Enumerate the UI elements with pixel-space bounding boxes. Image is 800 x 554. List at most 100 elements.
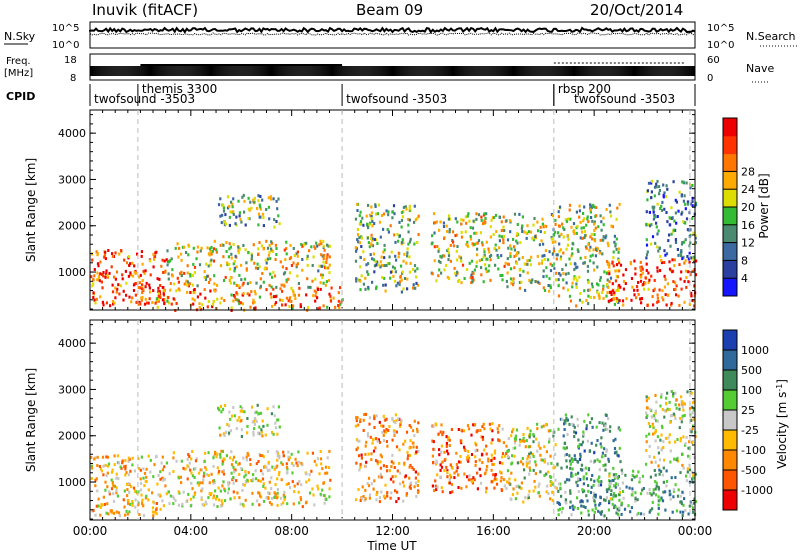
scatter-cell	[487, 457, 490, 461]
scatter-cell	[471, 242, 474, 246]
scatter-cell	[616, 269, 619, 273]
scatter-cell	[664, 293, 667, 297]
scatter-cell	[664, 508, 667, 512]
scatter-cell	[673, 264, 676, 268]
scatter-cell	[577, 490, 580, 493]
scatter-cell	[681, 400, 684, 404]
scatter-cell	[406, 450, 409, 454]
scatter-cell	[362, 250, 365, 254]
scatter-cell	[401, 215, 404, 219]
scatter-cell	[597, 225, 600, 229]
scatter-cell	[676, 494, 680, 498]
scatter-cell	[607, 244, 610, 248]
scatter-cell	[373, 414, 376, 418]
scatter-cell	[577, 471, 580, 475]
scatter-cell	[651, 295, 654, 299]
scatter-cell	[495, 477, 498, 481]
scatter-cell	[439, 430, 442, 434]
scatter-cell	[534, 485, 537, 489]
scatter-cell	[273, 414, 276, 418]
scatter-cell	[659, 269, 662, 272]
scatter-cell	[685, 217, 689, 221]
scatter-cell	[392, 204, 396, 208]
scatter-cell	[396, 281, 399, 285]
scatter-cell	[465, 221, 468, 225]
scatter-cell	[480, 258, 484, 262]
scatter-cell	[575, 282, 578, 286]
scatter-cell	[106, 485, 109, 489]
scatter-cell	[647, 181, 651, 185]
scatter-cell	[491, 422, 494, 426]
scatter-cell	[662, 183, 665, 187]
scatter-cell	[375, 459, 378, 462]
scatter-cell	[569, 262, 572, 266]
scatter-cell	[301, 258, 304, 261]
scatter-cell	[131, 501, 134, 505]
scatter-cell	[580, 463, 583, 467]
scatter-cell	[480, 453, 484, 457]
scatter-cell	[663, 415, 666, 419]
scatter-cell	[372, 438, 375, 442]
scatter-cell	[187, 243, 190, 247]
scatter-cell	[155, 297, 158, 301]
noise-panel: N.Sky 10^5 10^0 N.Search 10^5 10^0	[4, 21, 798, 51]
scatter-cell	[598, 296, 601, 300]
scatter-cell	[513, 212, 517, 216]
scatter-cell	[639, 269, 642, 273]
scatter-cell	[96, 262, 100, 266]
scatter-cell	[292, 464, 295, 467]
scatter-cell	[374, 446, 377, 450]
scatter-cell	[485, 212, 488, 216]
scatter-cell	[662, 193, 665, 197]
scatter-cell	[528, 258, 531, 262]
scatter-cell	[384, 483, 387, 487]
scatter-cell	[440, 486, 443, 490]
scatter-cell	[259, 479, 262, 483]
scatter-cell	[376, 212, 379, 216]
scatter-cell	[373, 479, 376, 483]
scatter-cell	[561, 506, 564, 510]
scatter-cell	[653, 194, 656, 198]
scatter-cell	[372, 449, 376, 453]
scatter-cell	[142, 504, 145, 508]
scatter-cell	[385, 417, 388, 421]
scatter-cell	[606, 427, 609, 431]
scatter-cell	[268, 468, 271, 472]
scatter-cell	[224, 430, 228, 434]
scatter-cell	[554, 478, 557, 482]
scatter-cell	[252, 298, 255, 302]
scatter-cell	[602, 223, 605, 227]
scatter-cell	[671, 414, 674, 417]
scatter-cell	[618, 247, 621, 251]
scatter-cell	[491, 438, 494, 442]
scatter-cell	[152, 265, 155, 269]
scatter-cell	[359, 418, 362, 422]
scatter-cell	[472, 423, 475, 427]
scatter-cell	[688, 440, 691, 444]
scatter-cell	[97, 497, 100, 501]
scatter-cell	[663, 249, 666, 253]
scatter-cell	[629, 262, 633, 266]
scatter-cell	[144, 297, 147, 301]
scatter-cell	[525, 231, 528, 235]
scatter-cell	[602, 296, 605, 300]
scatter-cell	[558, 242, 561, 246]
scatter-cell	[104, 250, 107, 254]
scatter-cell	[516, 461, 519, 465]
scatter-cell	[521, 256, 524, 259]
scatter-cell	[388, 262, 391, 266]
scatter-cell	[395, 419, 398, 423]
scatter-cell	[406, 457, 409, 461]
scatter-cell	[133, 469, 136, 473]
scatter-cell	[206, 274, 209, 278]
scatter-cell	[233, 266, 236, 270]
scatter-cell	[543, 474, 546, 477]
scatter-cell	[437, 249, 440, 253]
scatter-cell	[474, 449, 477, 453]
scatter-cell	[640, 512, 643, 516]
scatter-cell	[554, 452, 557, 456]
scatter-cell	[539, 225, 542, 229]
scatter-cell	[687, 257, 690, 261]
scatter-cell	[593, 205, 596, 209]
scatter-cell	[278, 222, 281, 226]
